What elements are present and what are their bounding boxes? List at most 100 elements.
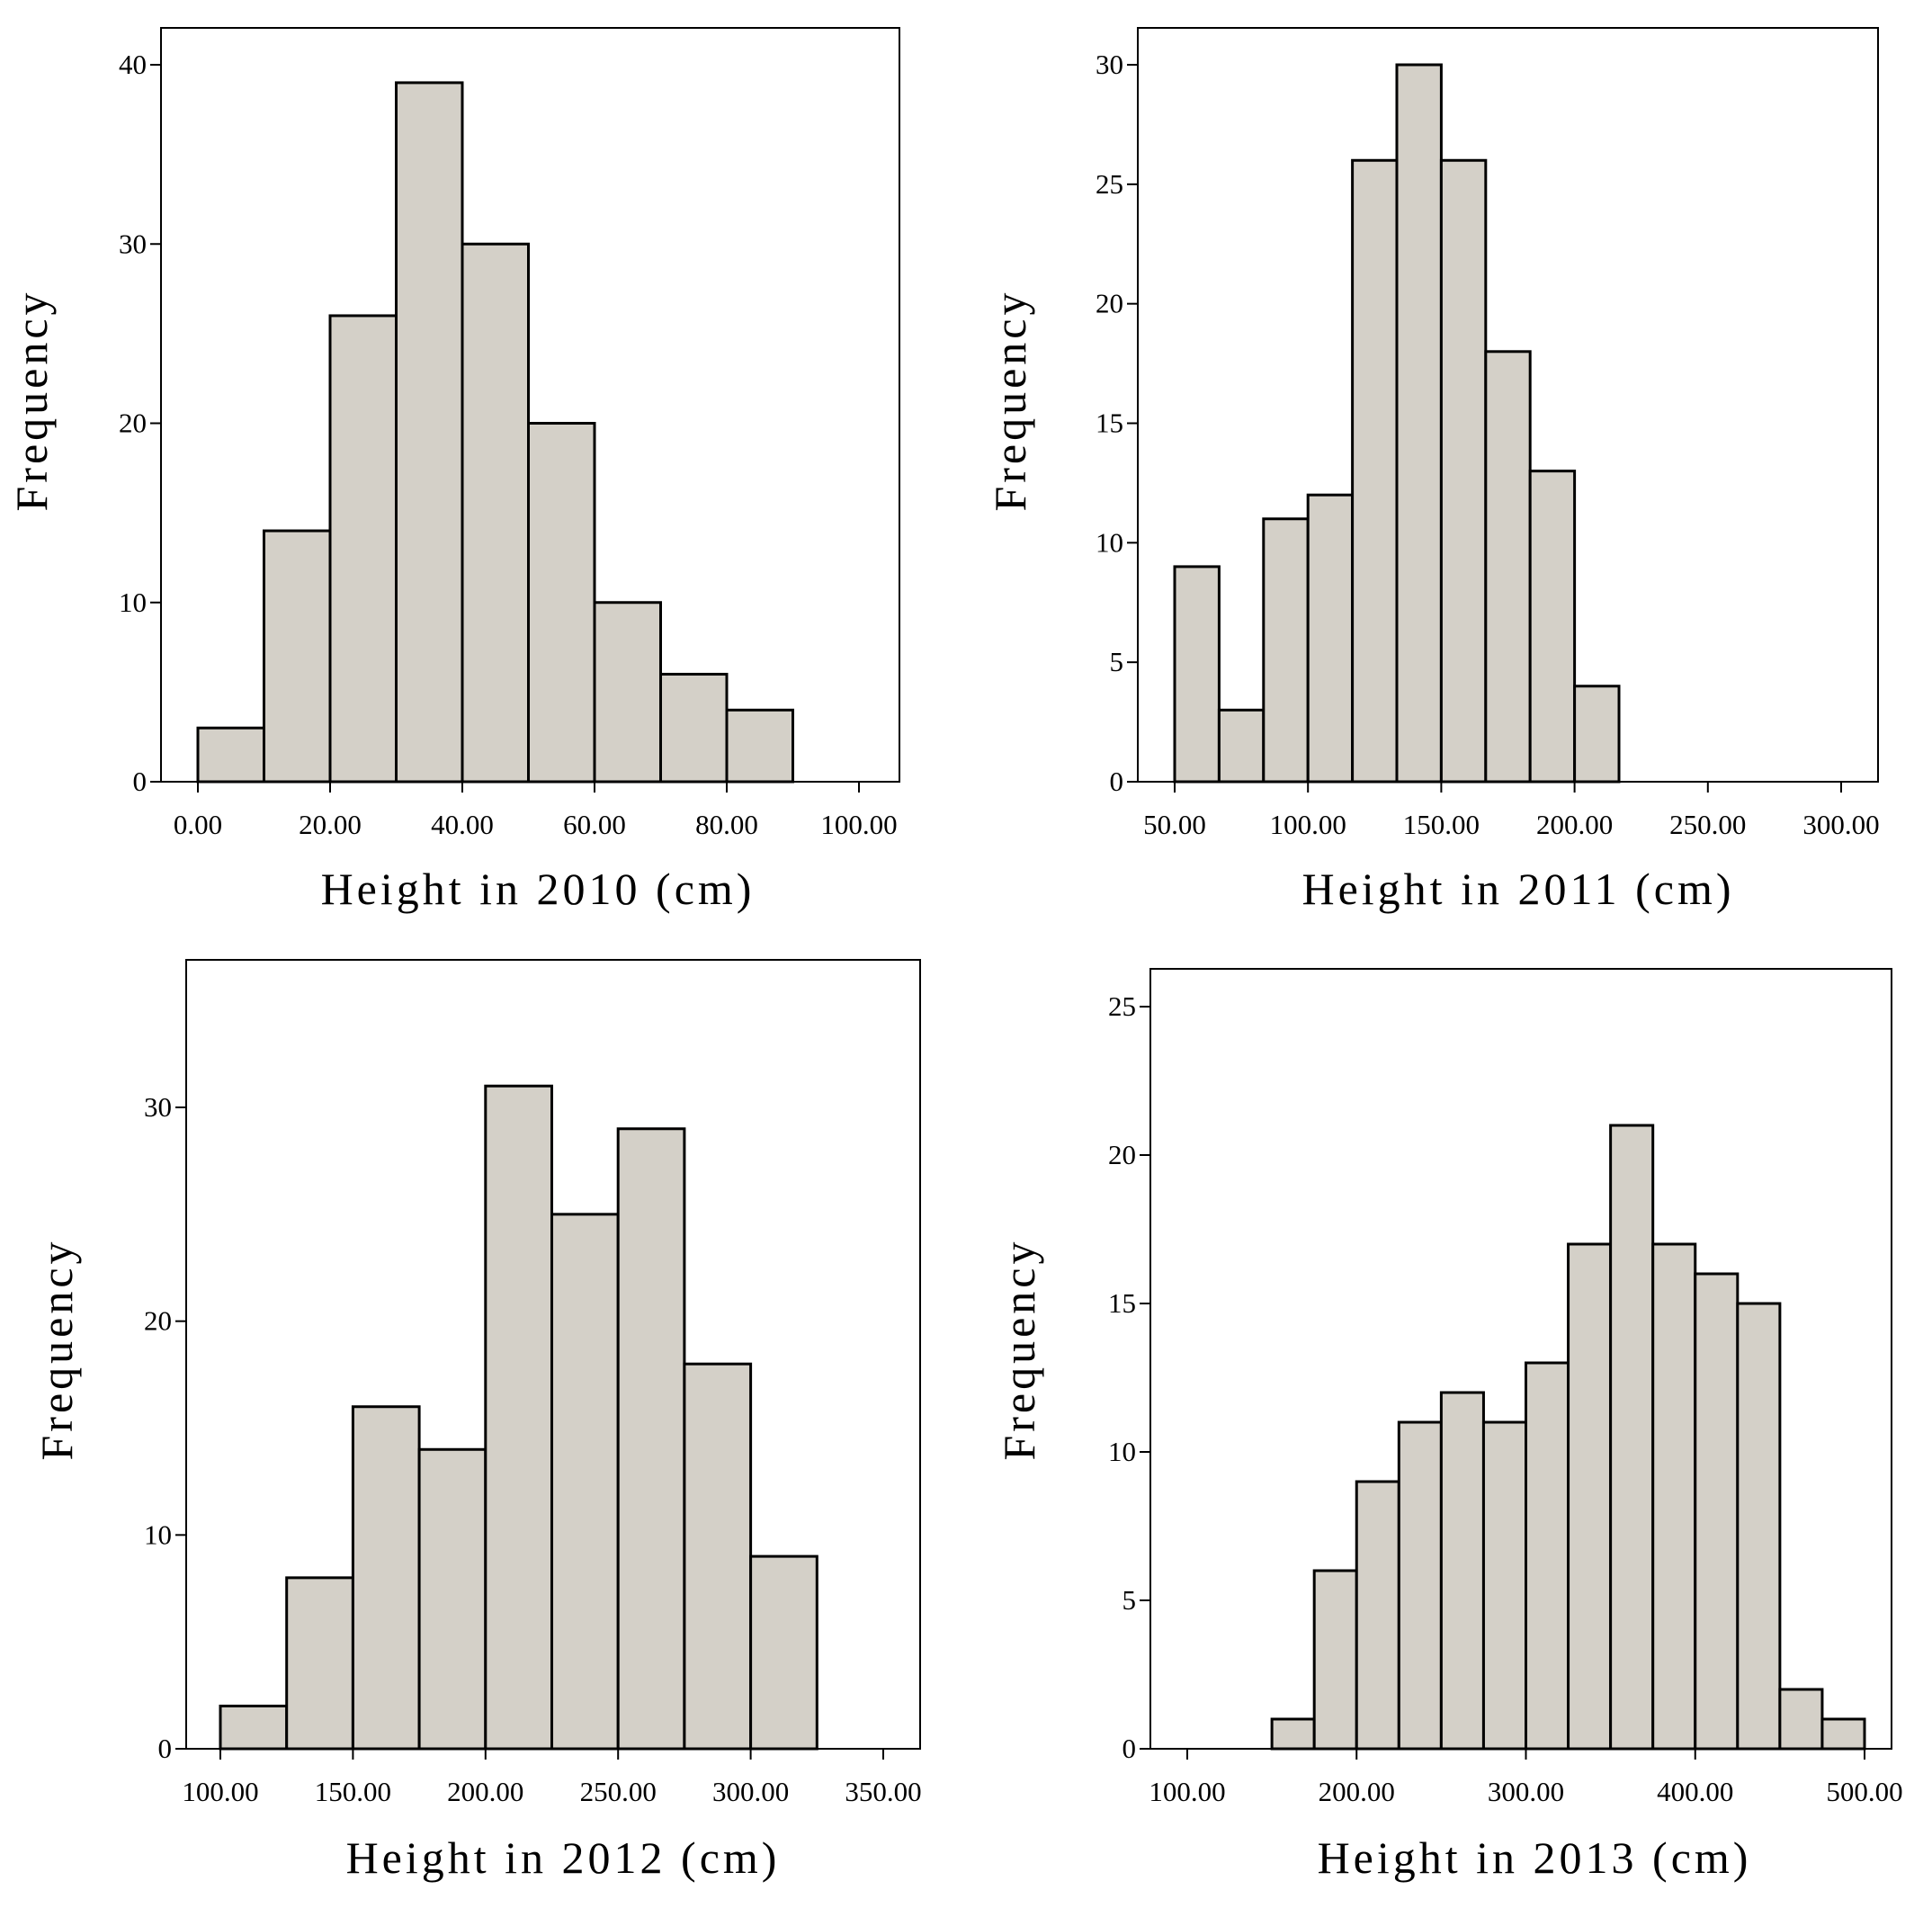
histogram-bar <box>263 529 332 784</box>
y-tick-label: 30 <box>119 228 147 259</box>
x-axis-title: Height in 2013 (cm) <box>1318 1832 1752 1883</box>
x-tick-label: 50.00 <box>1143 809 1206 840</box>
histogram-bar <box>219 1704 289 1751</box>
x-tick-label: 60.00 <box>563 809 626 840</box>
histogram-bar <box>1778 1688 1824 1751</box>
x-tick-label: 100.00 <box>1149 1776 1225 1807</box>
y-tick-label: 10 <box>1096 526 1123 558</box>
y-tick-label: 0 <box>1110 766 1124 797</box>
histogram-bar <box>461 242 530 784</box>
histogram-bar <box>1395 63 1443 784</box>
histogram-bar <box>1312 1569 1358 1751</box>
y-tick-label: 5 <box>1123 1584 1137 1616</box>
histogram-2011: 0 5 10 15 20 25 30 50.00 100.00 150.00 200.00 250.0… <box>985 27 1880 914</box>
histogram-bar <box>1439 1391 1485 1751</box>
histogram-bar <box>1573 685 1621 784</box>
histogram-bar <box>196 726 265 784</box>
x-tick-label: 20.00 <box>299 809 362 840</box>
histogram-bar <box>1736 1302 1782 1751</box>
histogram-2010: 0 10 20 30 40 0.00 20.00 40.00 60.00 80.00 100.00 H… <box>6 27 900 914</box>
y-tick-label: 0 <box>158 1733 173 1764</box>
histogram-bar <box>351 1405 421 1751</box>
histogram-bar <box>1651 1242 1697 1751</box>
histogram-bar <box>659 672 729 784</box>
y-axis-title: Frequency <box>31 1238 82 1460</box>
x-tick-label: 40.00 <box>431 809 494 840</box>
y-tick-label: 10 <box>119 587 147 618</box>
y-tick-label: 30 <box>1096 49 1123 80</box>
histogram-bar <box>484 1084 553 1751</box>
histogram-bar <box>1528 470 1577 784</box>
histogram-bar <box>1355 1480 1400 1751</box>
histogram-bar <box>1694 1272 1740 1751</box>
y-tick-label: 25 <box>1108 990 1136 1022</box>
x-tick-label: 200.00 <box>447 1776 523 1807</box>
histogram-bar <box>417 1447 487 1751</box>
histogram-bar <box>1397 1420 1443 1751</box>
x-tick-label: 100.00 <box>182 1776 258 1807</box>
x-axis-title: Height in 2012 (cm) <box>346 1832 781 1883</box>
x-tick-label: 350.00 <box>845 1776 921 1807</box>
x-tick-label: 300.00 <box>712 1776 789 1807</box>
x-tick-label: 200.00 <box>1319 1776 1395 1807</box>
histogram-bar <box>328 314 398 784</box>
histogram-bar <box>1481 1420 1527 1751</box>
y-tick-label: 10 <box>144 1518 172 1550</box>
histogram-bar <box>1484 350 1532 784</box>
y-tick-label: 15 <box>1096 408 1123 439</box>
y-tick-label: 15 <box>1108 1287 1136 1319</box>
y-tick-label: 20 <box>1096 288 1123 319</box>
histogram-bar <box>1439 158 1488 784</box>
y-tick-label: 0 <box>133 766 148 797</box>
histogram-bar <box>1567 1242 1613 1751</box>
histogram-bar <box>725 708 794 784</box>
histogram-bar <box>1820 1717 1866 1751</box>
histogram-bar <box>1609 1124 1655 1751</box>
y-tick-label: 20 <box>119 408 147 439</box>
histogram-bar <box>1351 158 1399 784</box>
x-axis-title: Height in 2010 (cm) <box>321 864 756 914</box>
x-tick-label: 200.00 <box>1536 809 1613 840</box>
y-tick-label: 20 <box>144 1305 172 1337</box>
histogram-2013: 0 5 10 15 20 25 100.00 200.00 300.00 400.00 500.00… <box>994 968 1903 1883</box>
y-tick-label: 20 <box>1108 1139 1136 1170</box>
y-tick-label: 40 <box>119 49 147 80</box>
histogram-2012: 0 10 20 30 100.00 150.00 200.00 250.00 300.00 350… <box>31 959 922 1883</box>
y-tick-label: 30 <box>144 1091 172 1123</box>
x-tick-label: 80.00 <box>695 809 758 840</box>
x-axis-title: Height in 2011 (cm) <box>1301 864 1734 914</box>
y-tick-label: 25 <box>1096 168 1123 200</box>
histogram-bar <box>1270 1717 1316 1751</box>
x-tick-label: 0.00 <box>174 809 222 840</box>
x-tick-label: 100.00 <box>820 809 897 840</box>
histogram-bar <box>1306 493 1355 784</box>
histogram-bar <box>1217 708 1266 784</box>
y-tick-label: 0 <box>1123 1733 1137 1764</box>
x-tick-label: 300.00 <box>1802 809 1879 840</box>
histogram-bar <box>285 1576 354 1751</box>
y-tick-label: 5 <box>1110 646 1124 677</box>
x-tick-label: 150.00 <box>315 1776 391 1807</box>
x-tick-label: 150.00 <box>1403 809 1480 840</box>
x-tick-label: 500.00 <box>1826 1776 1902 1807</box>
histogram-bar <box>527 422 596 784</box>
histogram-bar <box>1173 565 1221 784</box>
histogram-bar <box>593 601 662 784</box>
histogram-bar <box>683 1362 753 1751</box>
y-axis-title: Frequency <box>985 289 1035 511</box>
histogram-bar <box>1525 1361 1570 1751</box>
y-tick-label: 10 <box>1108 1436 1136 1467</box>
histogram-bar <box>395 81 464 784</box>
x-tick-label: 250.00 <box>1669 809 1746 840</box>
x-tick-label: 250.00 <box>580 1776 657 1807</box>
y-axis-title: Frequency <box>994 1238 1044 1460</box>
y-axis-title: Frequency <box>6 289 57 511</box>
histogram-bar <box>749 1554 818 1751</box>
histogram-bar <box>1262 517 1310 784</box>
x-tick-label: 400.00 <box>1657 1776 1733 1807</box>
x-tick-label: 100.00 <box>1270 809 1346 840</box>
histogram-bar <box>616 1127 686 1751</box>
histogram-bar <box>550 1213 620 1751</box>
x-tick-label: 300.00 <box>1488 1776 1564 1807</box>
